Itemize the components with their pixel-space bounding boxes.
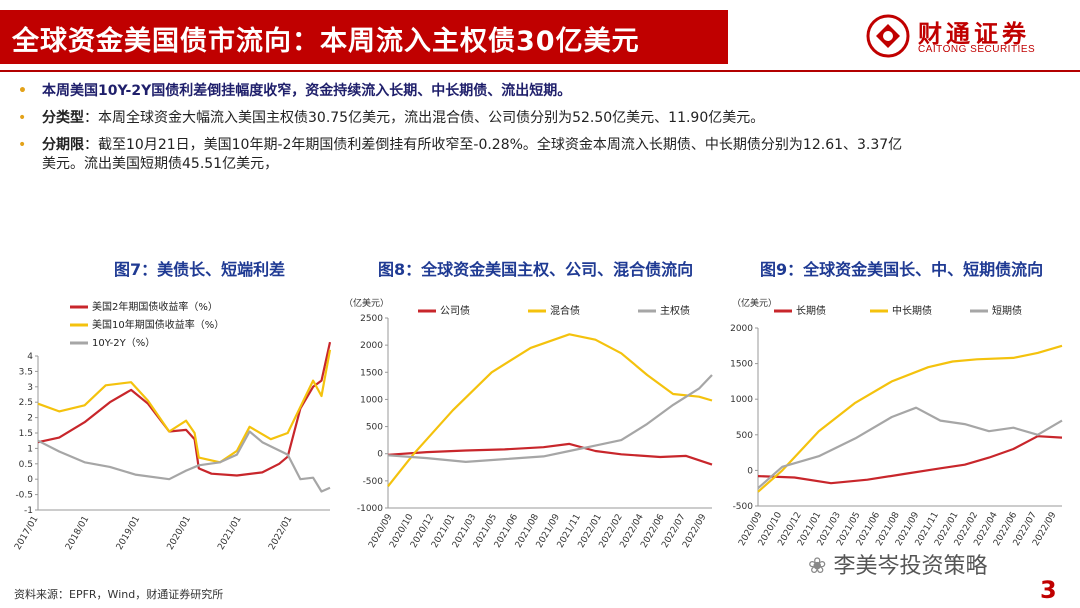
- series-line: [37, 341, 332, 477]
- y-tick-label: 1500: [730, 360, 753, 370]
- y-tick-label: 3.5: [19, 367, 33, 377]
- legend-label: 长期债: [796, 304, 826, 317]
- page-number: 3: [1040, 576, 1057, 604]
- legend-label: 主权债: [660, 304, 690, 317]
- y-tick-label: 0: [27, 475, 33, 485]
- legend-label: 中长期债: [892, 304, 932, 317]
- y-tick-label: 2000: [360, 341, 383, 351]
- chart-fig9: （亿美元）-50005001000150020002020/092020/102…: [730, 297, 1063, 548]
- y-tick-label: 4: [27, 352, 33, 362]
- bullet-item: • 分期限：截至10月21日，美国10年期-2年期国债利差倒挂有所收窄至-0.2…: [16, 136, 1056, 174]
- company-logo: 财通证券 CAITONG SECURITIES: [866, 14, 1066, 60]
- y-tick-label: 1: [27, 444, 33, 454]
- chart-title-fig8: 图8：全球资金美国主权、公司、混合债流向: [378, 260, 694, 279]
- header-divider: [0, 70, 1080, 72]
- series-line: [387, 374, 713, 463]
- series-line: [387, 442, 713, 466]
- logo-chinese-name: 财通证券: [918, 20, 1030, 48]
- y-tick-label: 1000: [360, 395, 383, 405]
- bullet-dot-icon: •: [18, 137, 27, 153]
- logo-english-name: CAITONG SECURITIES: [918, 44, 1036, 55]
- y-tick-label: 1.5: [19, 429, 33, 439]
- series-line: [757, 344, 1063, 493]
- bullet-item: • 本周美国10Y-2Y国债利差倒挂幅度收窄，资金持续流入长期、中长期债、流出短…: [16, 82, 1056, 101]
- y-tick-label: -1: [24, 506, 33, 516]
- bullet-text-continued: 美元。流出美国短期债45.51亿美元，: [42, 156, 279, 172]
- bullet-label: 分类型: [42, 110, 84, 126]
- bullet-text: ：本周全球资金大幅流入美国主权债30.75亿美元，流出混合债、公司债分别为52.…: [84, 110, 765, 126]
- legend-label: 混合债: [550, 304, 580, 317]
- bullet-list: • 本周美国10Y-2Y国债利差倒挂幅度收窄，资金持续流入长期、中长期债、流出短…: [16, 82, 1056, 174]
- y-tick-label: -500: [733, 502, 754, 512]
- series-line: [757, 435, 1063, 485]
- y-tick-label: 0: [747, 466, 753, 476]
- bullet-dot-icon: •: [18, 110, 27, 126]
- series-line: [757, 406, 1063, 490]
- source-note: 资料来源：EPFR，Wind，财通证券研究所: [14, 588, 224, 601]
- series-line: [37, 430, 331, 493]
- watermark-text: 李美岑投资策略: [833, 554, 988, 579]
- header: 全球资金美国债市流向：本周流入主权债30亿美元 财通证券 CAITONG SEC…: [0, 0, 1080, 72]
- y-tick-label: 500: [736, 431, 753, 441]
- legend-label: 美国2年期国债收益率（%）: [92, 300, 218, 313]
- legend-label: 美国10年期国债收益率（%）: [92, 318, 224, 331]
- y-tick-label: 1000: [730, 395, 753, 405]
- x-tick-label: 2021/01: [216, 515, 243, 552]
- y-tick-label: -1000: [357, 504, 383, 514]
- x-tick-label: 2020/01: [166, 515, 193, 552]
- x-tick-label: 2019/01: [115, 515, 142, 552]
- bullet-text: ：截至10月21日，美国10年期-2年期国债利差倒挂有所收窄至-0.28%。全球…: [84, 137, 903, 153]
- y-tick-label: 1500: [360, 368, 383, 378]
- bullet-dot-icon: •: [18, 83, 27, 99]
- y-unit-label: （亿美元）: [344, 297, 389, 309]
- y-tick-label: 2000: [730, 324, 753, 334]
- chart-fig8: （亿美元）-1000-500050010001500200025002020/0…: [344, 297, 713, 550]
- series-line: [387, 333, 713, 487]
- legend-label: 短期债: [992, 304, 1022, 317]
- chart-fig7: -1 -0.5 0 0.5 1 1.5 2 2.5 3 3.5 4 2017/01 2018/01 201…: [13, 300, 332, 552]
- bullet-text: 本周美国10Y-2Y国债利差倒挂幅度收窄，资金持续流入长期、中长期债、流出短期。: [42, 83, 572, 99]
- chart-title-fig9: 图9：全球资金美国长、中、短期债流向: [760, 260, 1044, 279]
- bullet-item: • 分类型：本周全球资金大幅流入美国主权债30.75亿美元，流出混合债、公司债分…: [16, 109, 1056, 128]
- y-tick-label: 2: [27, 414, 33, 424]
- x-tick-label: 2022/01: [267, 515, 294, 552]
- y-tick-label: 2500: [360, 314, 383, 324]
- x-tick-label: 2017/01: [13, 515, 40, 552]
- y-unit-label: （亿美元）: [732, 297, 777, 309]
- y-tick-label: -0.5: [15, 491, 33, 501]
- y-tick-label: 3: [27, 383, 33, 393]
- watermark: ❀ 李美岑投资策略: [808, 548, 987, 580]
- logo-mark-icon: [866, 14, 910, 58]
- series-line: [37, 349, 332, 464]
- title-bar: 全球资金美国债市流向：本周流入主权债30亿美元: [0, 10, 728, 64]
- bullet-label: 分期限: [42, 137, 84, 153]
- y-tick-label: 500: [366, 423, 383, 433]
- watermark-icon: ❀: [808, 554, 834, 579]
- chart-title-fig7: 图7：美债长、短端利差: [114, 260, 286, 279]
- legend-label: 10Y-2Y（%）: [92, 337, 155, 349]
- y-tick-label: 0: [377, 450, 383, 460]
- y-tick-label: 0.5: [19, 460, 33, 470]
- page-title: 全球资金美国债市流向：本周流入主权债30亿美元: [12, 26, 640, 57]
- y-tick-label: 2.5: [19, 398, 33, 408]
- y-tick-label: -500: [363, 477, 384, 487]
- x-tick-label: 2018/01: [64, 515, 91, 552]
- legend-label: 公司债: [440, 304, 470, 317]
